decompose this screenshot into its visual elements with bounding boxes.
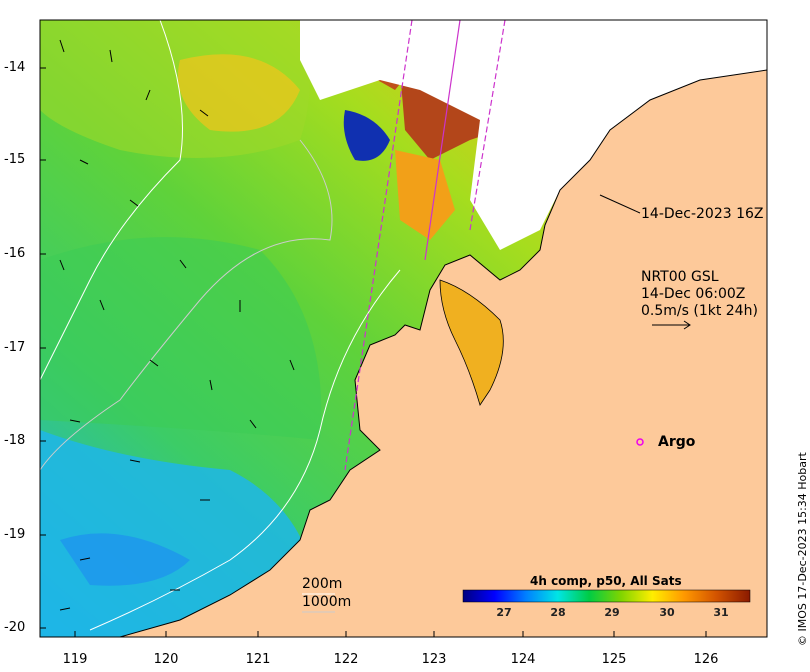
x-tick-label: 121	[245, 652, 271, 667]
x-tick-label: 122	[333, 652, 359, 667]
colorbar-tick-label: 27	[496, 606, 512, 619]
pass-leader-line	[599, 194, 641, 214]
x-tick-label: 119	[62, 652, 88, 667]
y-tick-label: -18	[4, 433, 26, 448]
colorbar-title: 4h comp, p50, All Sats	[530, 574, 682, 588]
x-tick-label: 124	[510, 652, 536, 667]
contour-outer	[89, 269, 401, 631]
cloud-mask	[300, 20, 767, 250]
argo-marker	[636, 438, 644, 446]
y-tick-label: -14	[4, 60, 26, 75]
colorbar	[462, 589, 751, 603]
y-tick-label: -17	[4, 340, 26, 355]
x-tick-label: 120	[153, 652, 179, 667]
x-tick-label: 126	[693, 652, 719, 667]
x-tick-label: 125	[601, 652, 627, 667]
y-tick-label: -20	[4, 620, 26, 635]
coldest-patch	[60, 533, 190, 586]
colorbar-tick-label: 30	[659, 606, 675, 619]
credit-label: © IMOS 17-Dec-2023 15:34 Hobart	[796, 452, 809, 646]
y-tick-label: -15	[4, 152, 26, 167]
orange-patch	[395, 150, 455, 240]
pass-time-label: 14-Dec-2023 16Z	[641, 206, 764, 222]
green-region	[40, 237, 322, 440]
current-scale-label: 0.5m/s (1kt 24h)	[641, 303, 758, 319]
y-tick-label: -19	[4, 527, 26, 542]
colorbar-tick-label: 28	[550, 606, 566, 619]
colorbar-tick-label: 31	[713, 606, 729, 619]
x-tick-marks	[74, 631, 707, 637]
y-tick-marks	[40, 67, 46, 629]
swath-line-2	[424, 20, 461, 261]
land	[119, 69, 767, 637]
legend-200m-label: 200m	[302, 576, 343, 592]
legend-1000m-label: 1000m	[302, 594, 352, 610]
current-source-label: NRT00 GSL	[641, 269, 719, 285]
scale-arrow	[652, 320, 691, 330]
argo-label: Argo	[658, 434, 696, 450]
colorbar-tick-label: 29	[604, 606, 620, 619]
warm-patch	[178, 54, 300, 132]
contour-1000m	[40, 139, 333, 471]
y-tick-label: -16	[4, 246, 26, 261]
king-sound	[439, 279, 504, 406]
swath-line-1	[344, 20, 413, 471]
current-time-label: 14-Dec 06:00Z	[641, 286, 746, 302]
cold-patch	[343, 110, 390, 161]
contour-200m	[40, 20, 183, 381]
current-vectors	[59, 39, 295, 611]
plot-frame	[39, 19, 768, 638]
x-tick-label: 123	[421, 652, 447, 667]
